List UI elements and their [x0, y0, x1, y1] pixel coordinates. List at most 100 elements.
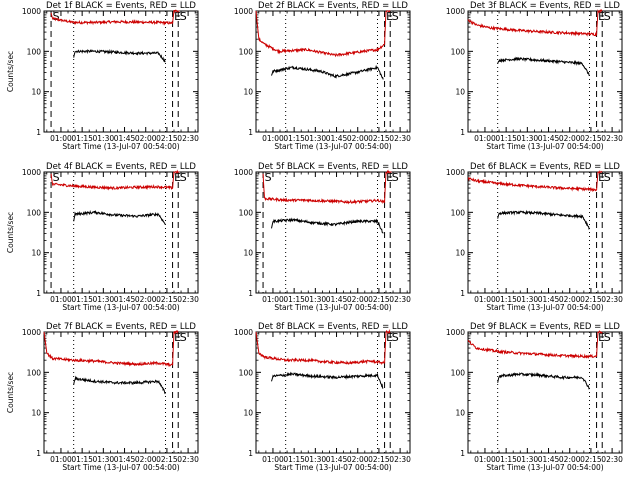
x-tick-label: 02:30: [389, 455, 411, 464]
y-tick-label: 1000: [22, 7, 41, 16]
x-tick-label: 01:15: [283, 455, 305, 464]
x-tick-label: 01:45: [538, 295, 560, 304]
y-tick-label: 100: [239, 368, 254, 377]
series-line-lld: [467, 9, 603, 37]
x-axis-label: Start Time (13-Jul-07 00:54:00): [62, 142, 179, 151]
series-line-lld: [50, 169, 180, 191]
y-tick-label: 10: [455, 249, 465, 258]
y-tick-label: 100: [239, 47, 254, 56]
marker-label: S: [604, 331, 611, 344]
x-tick-label: 01:30: [93, 455, 115, 464]
y-tick-label: 1: [36, 449, 41, 458]
marker-label: S: [604, 171, 611, 184]
panel-title: Det 4f BLACK = Events, RED = LLD: [46, 162, 196, 172]
axes-frame: [255, 331, 411, 454]
series-line-lld: [262, 169, 392, 205]
marker-label: E: [386, 10, 393, 23]
x-tick-label: 01:00: [50, 455, 72, 464]
y-tick-label: 10: [455, 88, 465, 97]
panel-title: Det 8f BLACK = Events, RED = LLD: [258, 322, 408, 332]
y-tick-label: 1: [36, 128, 41, 137]
marker-label: E: [174, 171, 181, 184]
x-tick-label: 01:45: [538, 134, 560, 143]
x-tick-label: 02:30: [177, 134, 199, 143]
x-tick-label: 01:45: [326, 455, 348, 464]
x-tick-label: 02:15: [368, 134, 390, 143]
x-tick-label: 02:00: [559, 455, 581, 464]
panel-9: Det 9f BLACK = Events, RED = LLD 1 10 100 10…: [446, 322, 623, 472]
marker-label: S: [392, 331, 399, 344]
y-tick-label: 1: [248, 128, 253, 137]
x-tick-label: 01:30: [93, 134, 115, 143]
y-axis-label: Counts/sec: [6, 372, 15, 413]
y-tick-label: 1: [460, 289, 465, 298]
series-line-lld: [255, 328, 391, 366]
y-axis-label: Counts/sec: [6, 212, 15, 253]
panel-1: Det 1f BLACK = Events, RED = LLD 1 10 100 10…: [6, 1, 199, 151]
x-tick-label: 01:45: [326, 295, 348, 304]
panel-title: Det 5f BLACK = Events, RED = LLD: [258, 162, 408, 172]
y-tick-label: 100: [27, 47, 42, 56]
x-tick-label: 02:30: [601, 295, 623, 304]
series-line-lld: [255, 10, 391, 58]
x-tick-label: 02:30: [177, 295, 199, 304]
marker-label: E: [598, 331, 605, 344]
x-tick-label: 01:45: [114, 455, 136, 464]
panel-title: Det 3f BLACK = Events, RED = LLD: [470, 1, 620, 11]
x-tick-label: 01:30: [517, 295, 539, 304]
x-tick-label: 02:15: [368, 455, 390, 464]
y-tick-label: 100: [451, 47, 466, 56]
panel-title: Det 2f BLACK = Events, RED = LLD: [258, 1, 408, 11]
axes-frame: [467, 331, 623, 454]
y-tick-label: 1: [460, 449, 465, 458]
marker-label: S: [180, 10, 187, 23]
panel-title: Det 6f BLACK = Events, RED = LLD: [470, 162, 620, 172]
y-tick-label: 100: [239, 208, 254, 217]
panel-7: Det 7f BLACK = Events, RED = LLD 1 10 100 10…: [6, 322, 199, 472]
x-axis-label: Start Time (13-Jul-07 00:54:00): [486, 303, 603, 312]
series-line-lld: [43, 329, 179, 367]
y-tick-label: 100: [27, 208, 42, 217]
axes-frame: [255, 171, 411, 294]
series-line-lld: [50, 9, 180, 26]
panel-4: Det 4f BLACK = Events, RED = LLD 1 10 100 10…: [6, 162, 199, 312]
x-tick-label: 01:00: [262, 134, 284, 143]
panel-title: Det 9f BLACK = Events, RED = LLD: [470, 322, 620, 332]
x-tick-label: 01:00: [474, 134, 496, 143]
marker-label: S: [392, 171, 399, 184]
x-tick-label: 01:45: [326, 134, 348, 143]
x-tick-label: 01:15: [71, 455, 93, 464]
marker-label: S: [180, 171, 187, 184]
y-tick-label: 10: [31, 409, 41, 418]
series-line-events: [271, 64, 384, 80]
y-tick-label: 10: [455, 409, 465, 418]
x-axis-label: Start Time (13-Jul-07 00:54:00): [274, 303, 391, 312]
x-tick-label: 01:15: [495, 134, 517, 143]
x-tick-label: 02:00: [347, 455, 369, 464]
series-line-events: [497, 209, 590, 230]
panel-title: Det 1f BLACK = Events, RED = LLD: [46, 1, 196, 11]
x-tick-label: 01:45: [114, 134, 136, 143]
x-tick-label: 02:00: [135, 295, 157, 304]
x-tick-label: 01:30: [305, 134, 327, 143]
marker-label: E: [174, 331, 181, 344]
x-tick-label: 02:30: [601, 134, 623, 143]
x-tick-label: 01:15: [71, 134, 93, 143]
y-tick-label: 1000: [446, 7, 465, 16]
marker-label: E: [598, 10, 605, 23]
y-tick-label: 1000: [22, 328, 41, 337]
axes-frame: [43, 171, 199, 294]
y-tick-label: 1: [248, 449, 253, 458]
x-tick-label: 01:30: [305, 295, 327, 304]
x-tick-label: 01:45: [114, 295, 136, 304]
marker-label: E: [174, 10, 181, 23]
x-tick-label: 02:00: [559, 134, 581, 143]
x-tick-label: 01:00: [474, 295, 496, 304]
x-axis-label: Start Time (13-Jul-07 00:54:00): [62, 463, 179, 472]
axes-frame: [255, 10, 411, 133]
x-tick-label: 02:15: [580, 295, 602, 304]
y-tick-label: 100: [451, 208, 466, 217]
panel-title: Det 7f BLACK = Events, RED = LLD: [46, 322, 196, 332]
x-tick-label: 01:15: [283, 295, 305, 304]
